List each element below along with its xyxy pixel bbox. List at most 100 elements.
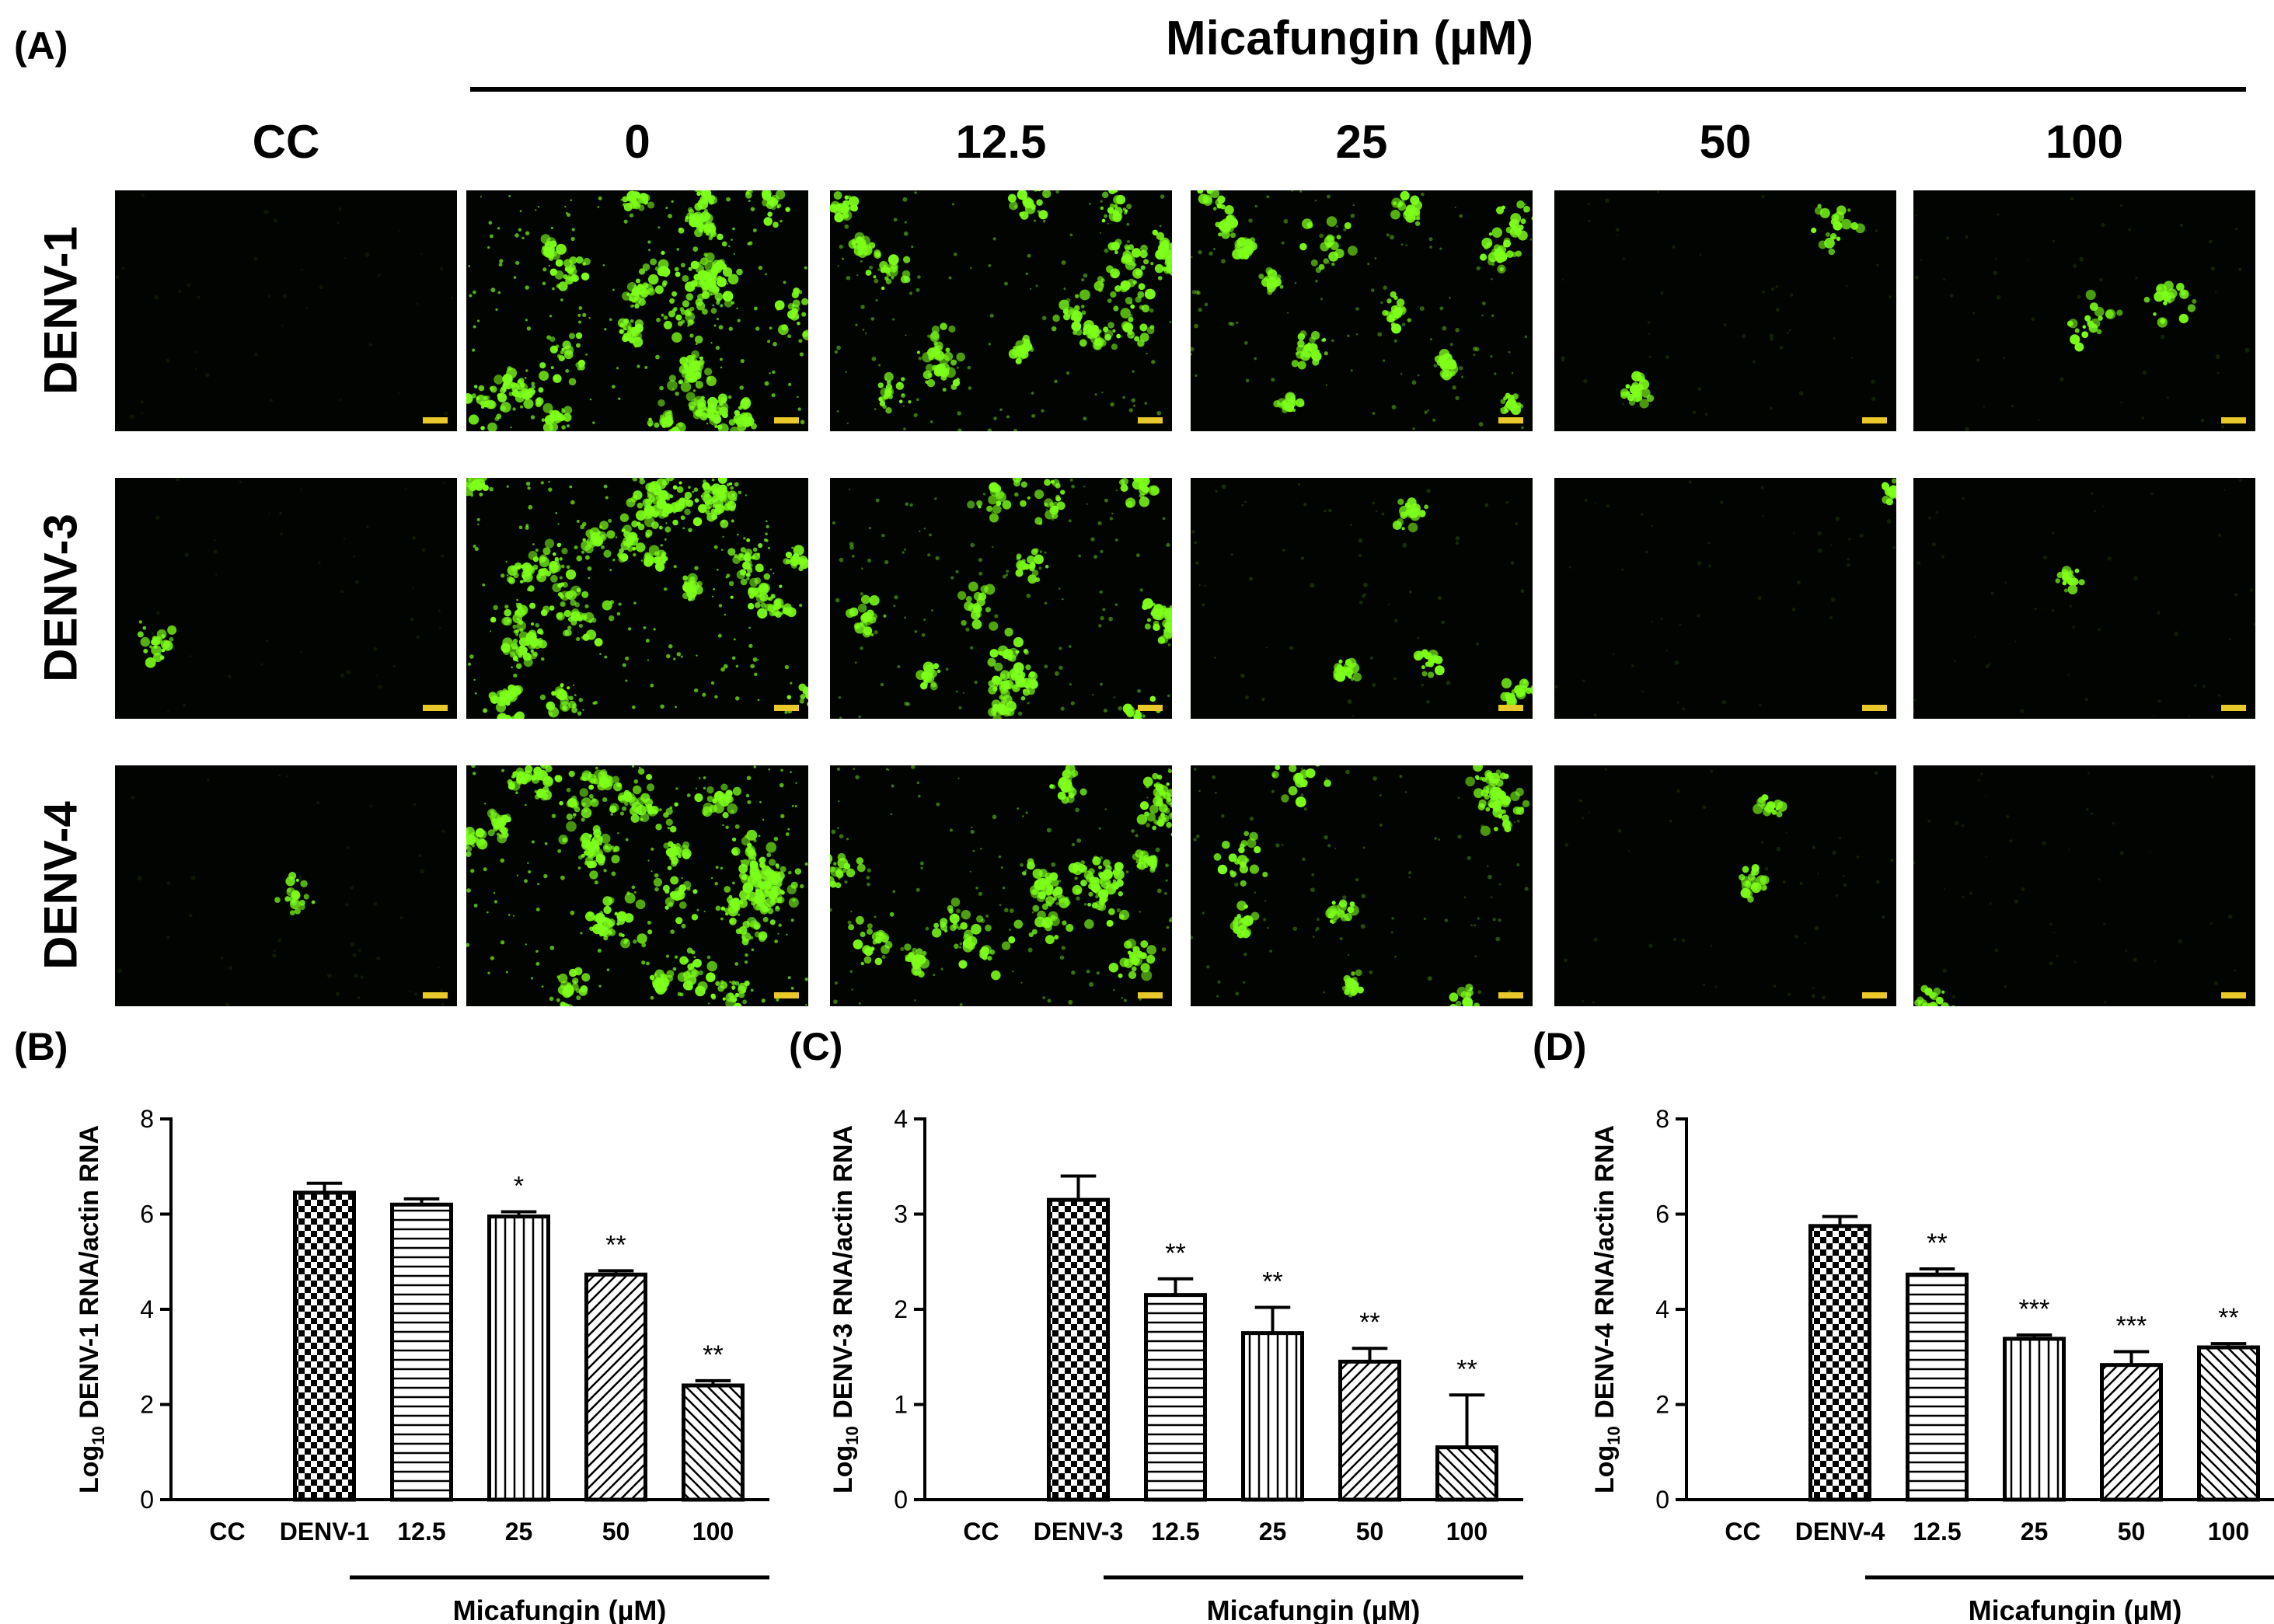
scale-bar <box>423 417 448 423</box>
bar-12.5 <box>1144 1293 1207 1502</box>
micrograph-denv-4-cc <box>115 765 457 1006</box>
column-header-2: 12.5 <box>955 116 1047 168</box>
x-tick-label: 100 <box>692 1518 734 1546</box>
x-tick-label: 100 <box>1446 1518 1488 1546</box>
scale-bar <box>1498 417 1523 423</box>
scale-bar <box>1862 992 1887 998</box>
y-tick-label: 2 <box>1655 1391 1669 1419</box>
micrograph-denv-4-12.5 <box>830 765 1172 1006</box>
chart-denv4-rna: 0 2 4 6 8 Log10 DENV-4 RNA/actin RNA CC DENV-4 *… <box>1590 1105 2274 1624</box>
chart-denv3-rna: 0 1 2 3 4 Log10 DENV-3 RNA/actin RNA CC DENV-3 *… <box>828 1105 1523 1624</box>
micrograph-denv-1-25 <box>1191 190 1533 431</box>
micrograph-denv-3-50 <box>1554 478 1896 719</box>
row-header-denv-1: DENV-1 <box>34 226 87 395</box>
scale-bar <box>1138 417 1163 423</box>
significance-marker: ** <box>1359 1308 1379 1337</box>
scale-bar <box>1498 992 1523 998</box>
fluorescence-foci <box>115 193 454 420</box>
scale-bar <box>774 417 799 423</box>
scale-bar <box>774 992 799 998</box>
x-tick-label: CC <box>1725 1518 1760 1546</box>
panel-c-letter: (C) <box>789 1025 843 1068</box>
scale-bar <box>2221 992 2246 998</box>
y-tick-label: 3 <box>894 1201 908 1228</box>
column-header-3: 25 <box>1335 116 1388 168</box>
row-header-denv-3: DENV-3 <box>34 514 87 682</box>
significance-marker: ** <box>1165 1239 1185 1268</box>
micrograph-denv-3-0 <box>466 478 808 719</box>
column-header-5: 100 <box>2045 116 2124 168</box>
scale-bar <box>2221 417 2246 423</box>
y-tick-label: 8 <box>1655 1105 1669 1133</box>
x-tick-label: DENV-4 <box>1795 1518 1885 1546</box>
y-axis-label: Log10 DENV-4 RNA/actin RNA <box>1590 1125 1624 1493</box>
fluorescence-foci <box>1564 768 1894 1004</box>
fluorescence-foci <box>832 478 1172 719</box>
micrograph-denv-1-cc <box>115 190 457 431</box>
column-header-1: 0 <box>624 116 650 168</box>
x-tick-label: 50 <box>1356 1518 1384 1546</box>
scale-bar <box>1498 705 1523 711</box>
y-tick-label: 0 <box>894 1486 908 1514</box>
x-tick-label: CC <box>963 1518 999 1546</box>
micrograph-denv-1-100 <box>1913 190 2255 431</box>
chart-denv1-rna: 0 2 4 6 8 Log10 DENV-1 RNA/actin RNA CC DENV-1 1… <box>75 1105 769 1624</box>
y-axis-label: Log10 DENV-1 RNA/actin RNA <box>75 1125 108 1493</box>
x-tick-label: 25 <box>2021 1518 2049 1546</box>
bar-100 <box>1435 1445 1498 1502</box>
fluorescence-foci <box>830 190 1172 431</box>
scale-bar <box>1862 705 1887 711</box>
scale-bar <box>2221 705 2246 711</box>
bar-12.5 <box>390 1202 453 1502</box>
column-header-0: CC <box>252 116 320 168</box>
significance-marker: * <box>514 1171 524 1201</box>
fluorescence-foci <box>466 478 808 719</box>
significance-marker: ** <box>2218 1303 2238 1333</box>
scale-bar <box>1138 705 1163 711</box>
fluorescence-foci <box>830 765 1172 1006</box>
significance-marker: *** <box>2116 1312 2147 1341</box>
y-tick-label: 6 <box>1655 1201 1669 1228</box>
fluorescence-foci <box>1191 190 1533 430</box>
drug-header: Micafungin (µM) <box>1166 12 1534 65</box>
bar-25 <box>1241 1331 1304 1502</box>
x-tick-label: 50 <box>2118 1518 2146 1546</box>
y-tick-label: 0 <box>1655 1486 1669 1514</box>
group-label: Micafungin (µM) <box>453 1594 667 1624</box>
bar-100 <box>2197 1345 2260 1502</box>
drug-header-rule <box>470 87 2246 92</box>
bar-25 <box>2003 1336 2066 1502</box>
y-tick-label: 4 <box>1655 1295 1669 1323</box>
bar-DENV-1 <box>293 1190 356 1502</box>
significance-marker: ** <box>1262 1267 1282 1297</box>
x-tick-label: DENV-3 <box>1034 1518 1124 1546</box>
significance-marker: ** <box>1456 1354 1477 1384</box>
micrograph-denv-4-100 <box>1913 765 2255 1006</box>
x-tick-label: 50 <box>602 1518 630 1546</box>
micrograph-denv-4-0 <box>466 765 808 1006</box>
y-tick-label: 2 <box>894 1295 908 1323</box>
y-tick-label: 1 <box>894 1391 908 1419</box>
fluorescence-foci <box>1561 190 1892 416</box>
significance-marker: ** <box>1927 1228 1947 1258</box>
fluorescence-foci <box>466 765 808 1006</box>
fluorescence-foci <box>1913 772 2237 1006</box>
micrograph-denv-1-12.5 <box>830 190 1172 431</box>
significance-marker: ** <box>605 1230 626 1260</box>
group-label: Micafungin (µM) <box>1969 1594 2182 1624</box>
scale-bar <box>1138 992 1163 998</box>
panel-d-letter: (D) <box>1533 1025 1587 1068</box>
x-tick-label: 12.5 <box>1913 1518 1961 1546</box>
micrograph-denv-4-50 <box>1554 765 1896 1006</box>
y-tick-label: 4 <box>140 1295 154 1323</box>
micrograph-denv-1-50 <box>1554 190 1896 431</box>
fluorescence-foci <box>1913 479 2255 718</box>
micrograph-denv-3-25 <box>1191 478 1533 719</box>
fluorescence-foci <box>1554 478 1896 717</box>
fluorescence-foci <box>1191 765 1530 1006</box>
bar-12.5 <box>1906 1272 1969 1502</box>
scale-bar <box>1862 417 1887 423</box>
y-tick-label: 4 <box>894 1105 908 1133</box>
bar-DENV-4 <box>1808 1224 1871 1502</box>
x-tick-label: 25 <box>505 1518 533 1546</box>
